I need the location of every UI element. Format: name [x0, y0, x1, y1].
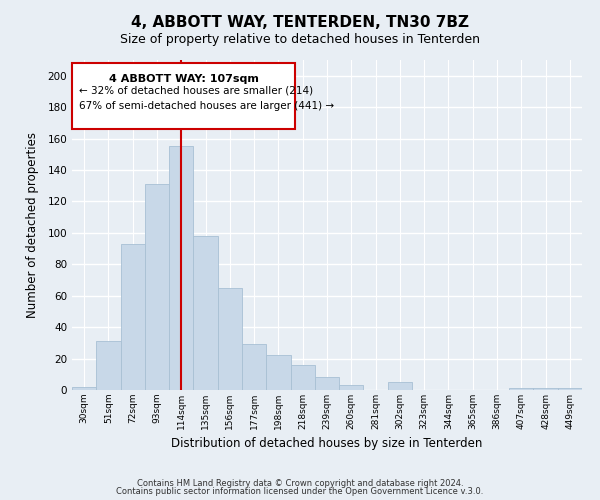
Bar	[290, 365, 315, 390]
Text: ← 32% of detached houses are smaller (214): ← 32% of detached houses are smaller (21…	[79, 85, 313, 95]
Text: 4, ABBOTT WAY, TENTERDEN, TN30 7BZ: 4, ABBOTT WAY, TENTERDEN, TN30 7BZ	[131, 15, 469, 30]
Bar	[558, 388, 582, 390]
Bar	[242, 344, 266, 390]
Bar	[339, 386, 364, 390]
Bar	[315, 378, 339, 390]
Bar	[96, 342, 121, 390]
Text: Contains public sector information licensed under the Open Government Licence v.: Contains public sector information licen…	[116, 487, 484, 496]
Bar	[509, 388, 533, 390]
Bar	[121, 244, 145, 390]
Bar	[72, 63, 295, 129]
Bar	[169, 146, 193, 390]
Bar	[145, 184, 169, 390]
Text: Contains HM Land Registry data © Crown copyright and database right 2024.: Contains HM Land Registry data © Crown c…	[137, 478, 463, 488]
Bar	[266, 356, 290, 390]
Text: 4 ABBOTT WAY: 107sqm: 4 ABBOTT WAY: 107sqm	[109, 74, 259, 84]
Bar	[218, 288, 242, 390]
Bar	[193, 236, 218, 390]
Bar	[72, 387, 96, 390]
X-axis label: Distribution of detached houses by size in Tenterden: Distribution of detached houses by size …	[172, 438, 482, 450]
Y-axis label: Number of detached properties: Number of detached properties	[26, 132, 39, 318]
Text: Size of property relative to detached houses in Tenterden: Size of property relative to detached ho…	[120, 32, 480, 46]
Bar	[388, 382, 412, 390]
Text: 67% of semi-detached houses are larger (441) →: 67% of semi-detached houses are larger (…	[79, 101, 334, 111]
Bar	[533, 388, 558, 390]
